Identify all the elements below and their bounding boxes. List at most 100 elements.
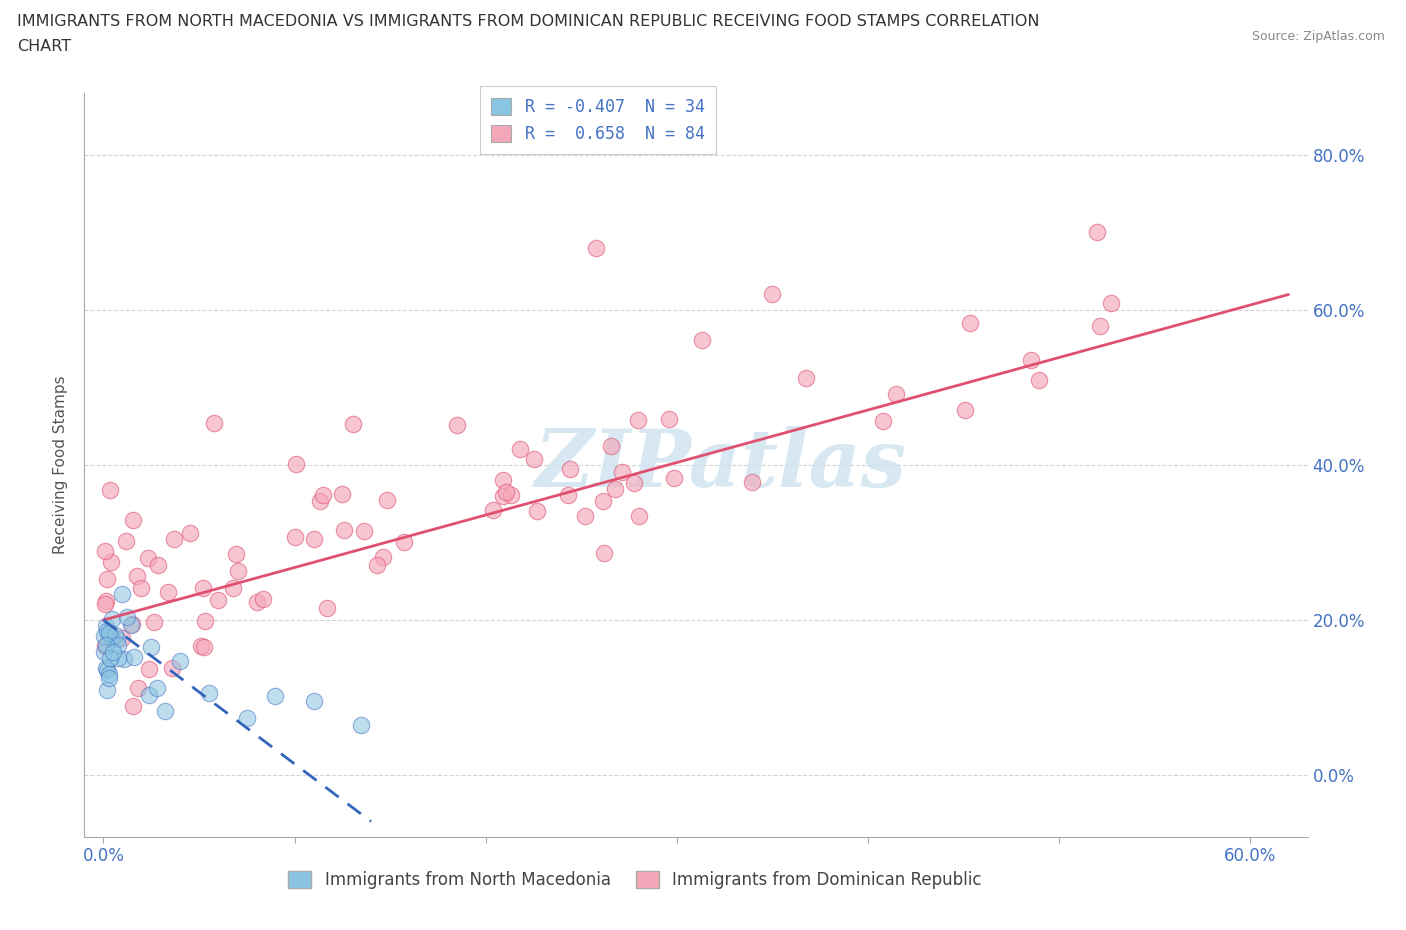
- Point: [600, 439, 623, 454]
- Point: [94, 544, 117, 559]
- Point: [207, 592, 229, 607]
- Point: [190, 638, 212, 653]
- Point: [138, 687, 160, 702]
- Point: [136, 551, 159, 565]
- Point: [794, 370, 817, 385]
- Point: [610, 465, 633, 480]
- Point: [366, 558, 388, 573]
- Text: IMMIGRANTS FROM NORTH MACEDONIA VS IMMIGRANTS FROM DOMINICAN REPUBLIC RECEIVING : IMMIGRANTS FROM NORTH MACEDONIA VS IMMIG…: [17, 14, 1039, 29]
- Point: [375, 493, 398, 508]
- Point: [100, 554, 122, 569]
- Point: [121, 513, 143, 528]
- Point: [315, 601, 337, 616]
- Point: [97, 671, 120, 685]
- Point: [93, 629, 115, 644]
- Point: [592, 494, 614, 509]
- Point: [111, 631, 134, 645]
- Point: [228, 563, 250, 578]
- Point: [252, 592, 274, 607]
- Point: [526, 503, 548, 518]
- Point: [107, 631, 129, 646]
- Point: [333, 523, 356, 538]
- Point: [245, 595, 267, 610]
- Point: [141, 640, 163, 655]
- Point: [1090, 319, 1112, 334]
- Point: [495, 485, 517, 499]
- Point: [194, 614, 217, 629]
- Point: [156, 585, 179, 600]
- Point: [557, 488, 579, 503]
- Point: [115, 610, 138, 625]
- Point: [658, 411, 681, 426]
- Point: [350, 718, 373, 733]
- Point: [120, 618, 142, 632]
- Point: [193, 640, 215, 655]
- Point: [284, 530, 307, 545]
- Point: [627, 413, 650, 428]
- Point: [1085, 225, 1108, 240]
- Point: [121, 617, 143, 631]
- Point: [623, 475, 645, 490]
- Point: [593, 546, 616, 561]
- Point: [146, 681, 169, 696]
- Point: [330, 486, 353, 501]
- Point: [96, 663, 118, 678]
- Point: [94, 660, 117, 675]
- Point: [492, 472, 515, 487]
- Point: [96, 572, 118, 587]
- Point: [179, 525, 201, 540]
- Point: [761, 287, 783, 302]
- Text: Source: ZipAtlas.com: Source: ZipAtlas.com: [1251, 30, 1385, 43]
- Point: [628, 509, 651, 524]
- Point: [193, 580, 215, 595]
- Point: [162, 661, 184, 676]
- Point: [197, 685, 219, 700]
- Point: [104, 628, 127, 643]
- Point: [955, 403, 977, 418]
- Point: [1028, 373, 1050, 388]
- Point: [202, 416, 225, 431]
- Point: [101, 644, 124, 659]
- Point: [492, 488, 515, 503]
- Point: [574, 509, 596, 524]
- Point: [94, 637, 117, 652]
- Point: [100, 630, 122, 644]
- Point: [872, 414, 894, 429]
- Point: [107, 651, 129, 666]
- Point: [741, 475, 763, 490]
- Point: [373, 550, 395, 565]
- Point: [225, 547, 247, 562]
- Point: [1019, 352, 1042, 367]
- Point: [309, 494, 332, 509]
- Point: [585, 241, 607, 256]
- Point: [394, 534, 416, 549]
- Point: [342, 417, 364, 432]
- Point: [96, 593, 118, 608]
- Point: [446, 418, 468, 432]
- Point: [1099, 296, 1122, 311]
- Point: [959, 315, 981, 330]
- Point: [94, 639, 117, 654]
- Point: [264, 688, 287, 703]
- Legend: Immigrants from North Macedonia, Immigrants from Dominican Republic: Immigrants from North Macedonia, Immigra…: [281, 864, 988, 896]
- Point: [884, 387, 907, 402]
- Point: [499, 487, 522, 502]
- Text: CHART: CHART: [17, 39, 70, 54]
- Point: [96, 683, 118, 698]
- Point: [115, 533, 138, 548]
- Text: ZIPatlas: ZIPatlas: [534, 426, 907, 504]
- Point: [122, 698, 145, 713]
- Point: [96, 624, 118, 639]
- Point: [312, 487, 335, 502]
- Point: [143, 615, 166, 630]
- Point: [560, 461, 582, 476]
- Point: [127, 569, 149, 584]
- Point: [236, 711, 259, 725]
- Point: [98, 667, 121, 682]
- Point: [509, 442, 531, 457]
- Point: [662, 472, 685, 486]
- Point: [111, 586, 134, 601]
- Point: [97, 626, 120, 641]
- Point: [101, 612, 124, 627]
- Point: [107, 638, 129, 653]
